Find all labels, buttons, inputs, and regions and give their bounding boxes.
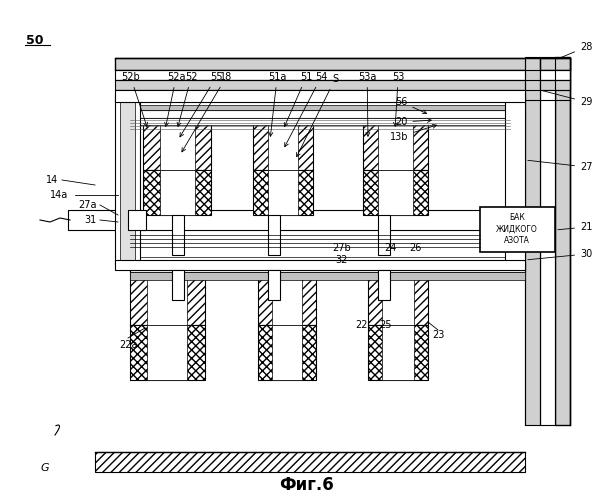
Bar (130, 272, 525, 280)
Bar (253, 170, 313, 215)
Bar (95, 452, 525, 472)
Text: 31: 31 (84, 215, 97, 225)
Bar (378, 115, 413, 170)
Bar (115, 260, 525, 270)
Text: 52b: 52b (121, 72, 147, 126)
Bar (272, 270, 302, 325)
Bar (172, 215, 184, 255)
Text: 22a: 22a (119, 340, 137, 350)
Bar (130, 257, 525, 264)
Text: 51: 51 (284, 72, 312, 126)
Text: 56: 56 (395, 97, 427, 114)
Bar (555, 57, 570, 425)
Text: 54: 54 (285, 72, 327, 146)
Bar (130, 325, 205, 380)
Text: 26: 26 (409, 243, 421, 253)
Text: 52a: 52a (165, 72, 185, 126)
Text: 52: 52 (177, 72, 198, 126)
Bar (130, 264, 525, 272)
Bar (143, 170, 211, 215)
Bar (130, 105, 525, 110)
Text: 53: 53 (392, 72, 405, 126)
Bar (540, 70, 570, 80)
Bar (130, 118, 525, 125)
Text: 51a: 51a (268, 72, 286, 136)
Bar (368, 270, 428, 325)
Bar (525, 57, 540, 425)
Bar (147, 325, 187, 380)
Text: 13b: 13b (390, 124, 436, 142)
Bar (130, 270, 205, 325)
Bar (120, 97, 135, 263)
Text: 14a: 14a (50, 190, 68, 200)
Text: 53a: 53a (358, 72, 376, 136)
Bar (147, 270, 187, 325)
Bar (378, 270, 390, 300)
Text: 18: 18 (182, 72, 232, 152)
Bar (115, 90, 525, 102)
Text: 23: 23 (432, 330, 444, 340)
Text: Фиг.6: Фиг.6 (278, 476, 334, 494)
Bar (378, 170, 413, 215)
Bar (382, 270, 414, 325)
Text: G: G (40, 463, 50, 473)
Bar (480, 207, 555, 252)
Bar (160, 170, 195, 215)
Text: 30: 30 (528, 249, 592, 260)
Bar (363, 170, 428, 215)
Bar (115, 95, 140, 265)
Bar (368, 325, 428, 380)
Bar (382, 325, 414, 380)
Bar (268, 215, 280, 255)
Bar (268, 170, 298, 215)
Bar (253, 115, 313, 170)
Text: 27b: 27b (333, 243, 351, 253)
Bar (68, 210, 515, 230)
Bar (115, 70, 570, 80)
Bar (115, 58, 570, 70)
Bar (363, 115, 428, 170)
Bar (268, 270, 280, 300)
Text: 14: 14 (46, 175, 58, 185)
Text: 20: 20 (395, 117, 431, 127)
Text: 27a: 27a (78, 200, 97, 210)
Text: 25: 25 (379, 320, 391, 330)
Bar (258, 270, 316, 325)
Text: 50: 50 (26, 34, 43, 46)
Text: БАК
ЖИДКОГО
АЗОТА: БАК ЖИДКОГО АЗОТА (496, 212, 538, 246)
Text: 27: 27 (528, 160, 592, 172)
Bar (505, 95, 525, 265)
Bar (130, 110, 525, 118)
Bar (143, 115, 211, 170)
Bar (160, 115, 195, 170)
Bar (128, 210, 146, 230)
Bar (540, 57, 555, 425)
Text: 29: 29 (543, 90, 592, 107)
Bar (540, 58, 570, 70)
Text: 55: 55 (180, 72, 223, 137)
Text: 21: 21 (558, 222, 592, 232)
Bar (172, 270, 184, 300)
Bar (258, 325, 316, 380)
Bar (115, 80, 570, 90)
Bar (268, 115, 298, 170)
Text: 32: 32 (336, 255, 348, 265)
Bar (378, 215, 390, 255)
Text: 22: 22 (356, 320, 368, 330)
Bar (540, 80, 570, 90)
Text: S: S (297, 74, 338, 156)
Text: 28: 28 (558, 42, 592, 59)
Bar (272, 325, 302, 380)
Text: 24: 24 (384, 243, 396, 253)
